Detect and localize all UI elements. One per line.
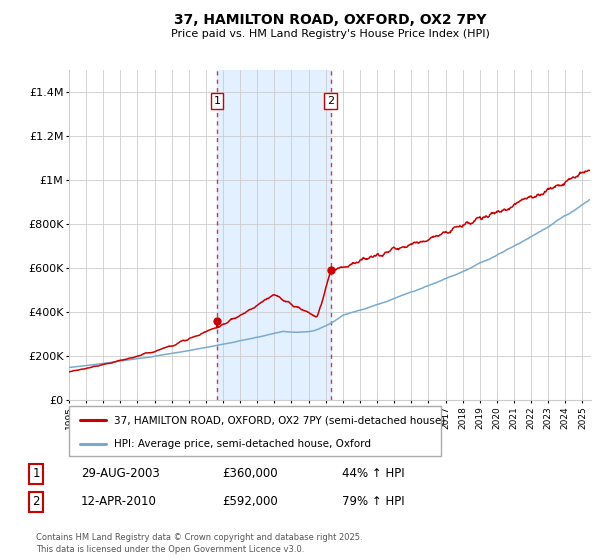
Text: 44% ↑ HPI: 44% ↑ HPI: [342, 467, 404, 480]
Text: £592,000: £592,000: [222, 495, 278, 508]
Text: 79% ↑ HPI: 79% ↑ HPI: [342, 495, 404, 508]
Bar: [217, 70, 331, 400]
Text: 29-AUG-2003: 29-AUG-2003: [81, 467, 160, 480]
Text: 1: 1: [214, 96, 221, 106]
Text: HPI: Average price, semi-detached house, Oxford: HPI: Average price, semi-detached house,…: [113, 439, 371, 449]
Text: Contains HM Land Registry data © Crown copyright and database right 2025.
This d: Contains HM Land Registry data © Crown c…: [36, 533, 362, 554]
Text: £360,000: £360,000: [222, 467, 278, 480]
FancyBboxPatch shape: [69, 406, 441, 456]
Text: 1: 1: [32, 467, 40, 480]
Text: 37, HAMILTON ROAD, OXFORD, OX2 7PY: 37, HAMILTON ROAD, OXFORD, OX2 7PY: [174, 13, 486, 27]
Text: 12-APR-2010: 12-APR-2010: [81, 495, 157, 508]
Text: 2: 2: [32, 495, 40, 508]
Text: Price paid vs. HM Land Registry's House Price Index (HPI): Price paid vs. HM Land Registry's House …: [170, 29, 490, 39]
Text: 37, HAMILTON ROAD, OXFORD, OX2 7PY (semi-detached house): 37, HAMILTON ROAD, OXFORD, OX2 7PY (semi…: [113, 415, 445, 425]
Text: 2: 2: [327, 96, 334, 106]
